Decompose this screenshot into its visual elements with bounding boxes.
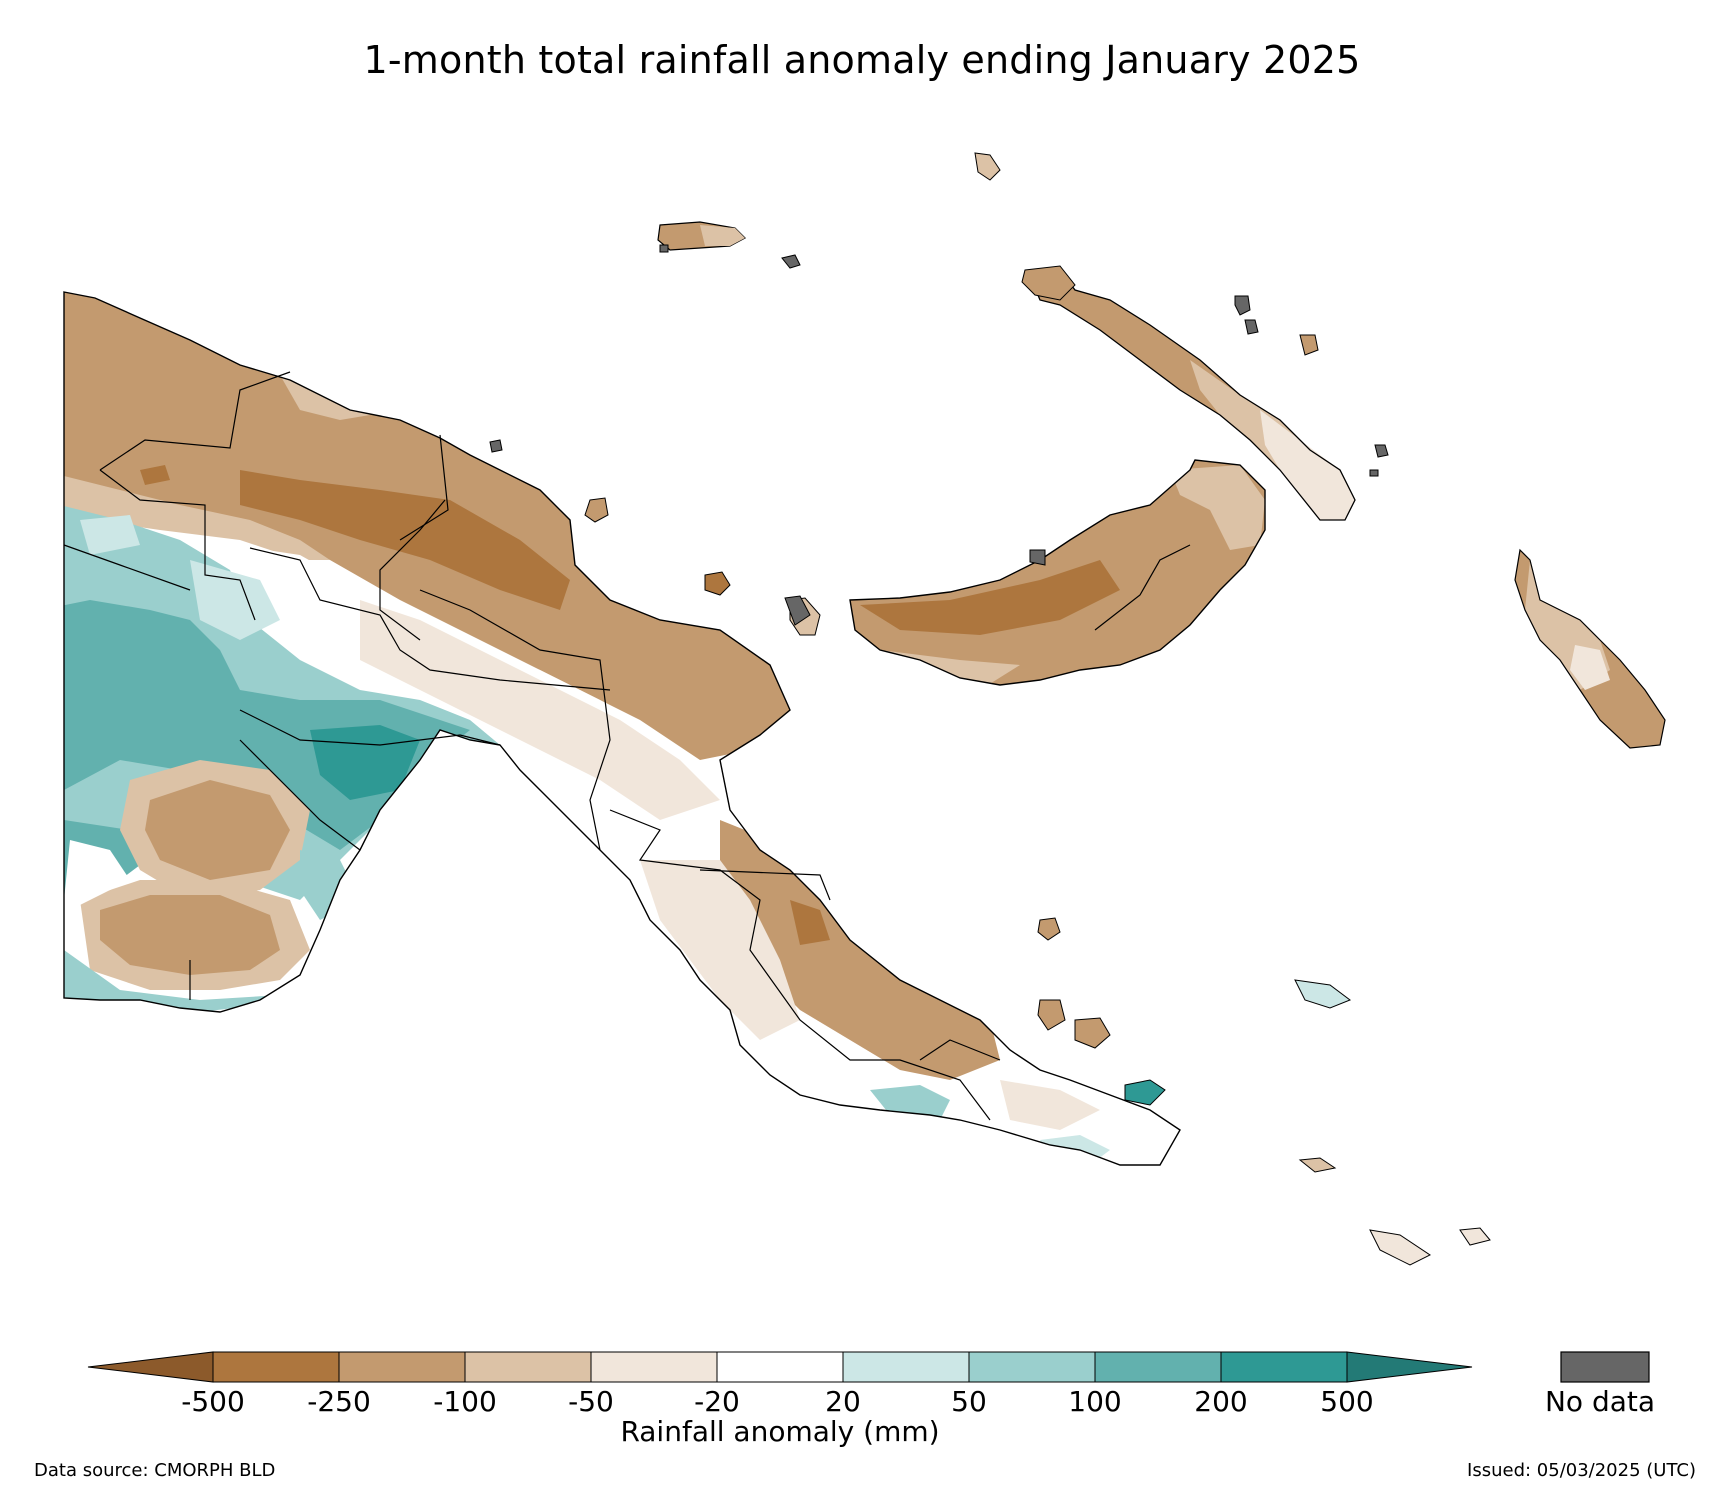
province-boundaries bbox=[63, 371, 1001, 1121]
new-britain-region bbox=[849, 459, 1266, 686]
colorbar-tick-label: 20 bbox=[825, 1385, 861, 1418]
colorbar-tick-label: -100 bbox=[433, 1385, 497, 1418]
colorbar-extend-high bbox=[1346, 1351, 1473, 1383]
colorbar-bin bbox=[464, 1351, 592, 1383]
colorbar bbox=[87, 1351, 1473, 1383]
colorbar-tick-label: -250 bbox=[307, 1385, 371, 1418]
colorbar-bin bbox=[1220, 1351, 1348, 1383]
colorbar-extend-low bbox=[87, 1351, 214, 1383]
colorbar-bin bbox=[212, 1351, 340, 1383]
data-source-note: Data source: CMORPH BLD bbox=[34, 1460, 276, 1481]
colorbar-tick-label: 200 bbox=[1194, 1385, 1248, 1418]
map-title: 1-month total rainfall anomaly ending Ja… bbox=[363, 38, 1361, 82]
colorbar-tick-label: -500 bbox=[181, 1385, 245, 1418]
colorbar-bin bbox=[842, 1351, 970, 1383]
colorbar-tick-label: 50 bbox=[951, 1385, 987, 1418]
no-data-label: No data bbox=[1544, 1385, 1656, 1418]
colorbar-bin bbox=[968, 1351, 1096, 1383]
colorbar-bin bbox=[1094, 1351, 1222, 1383]
new-ireland-region bbox=[1029, 269, 1356, 521]
bougainville-region bbox=[1514, 548, 1666, 749]
colorbar-tick-label: 500 bbox=[1320, 1385, 1374, 1418]
mainland-region bbox=[63, 291, 1181, 1166]
manus-island bbox=[657, 221, 746, 251]
colorbar-tick-label: -20 bbox=[694, 1385, 740, 1418]
colorbar-title: Rainfall anomaly (mm) bbox=[620, 1415, 940, 1448]
no-data-swatch bbox=[1560, 1351, 1650, 1383]
colorbar-bin bbox=[590, 1351, 718, 1383]
colorbar-bin bbox=[338, 1351, 466, 1383]
colorbar-bin bbox=[716, 1351, 844, 1383]
colorbar-tick-label: 100 bbox=[1068, 1385, 1122, 1418]
small-islands bbox=[489, 152, 1491, 1266]
colorbar-tick-label: -50 bbox=[568, 1385, 614, 1418]
issued-date-note: Issued: 05/03/2025 (UTC) bbox=[1467, 1460, 1696, 1481]
